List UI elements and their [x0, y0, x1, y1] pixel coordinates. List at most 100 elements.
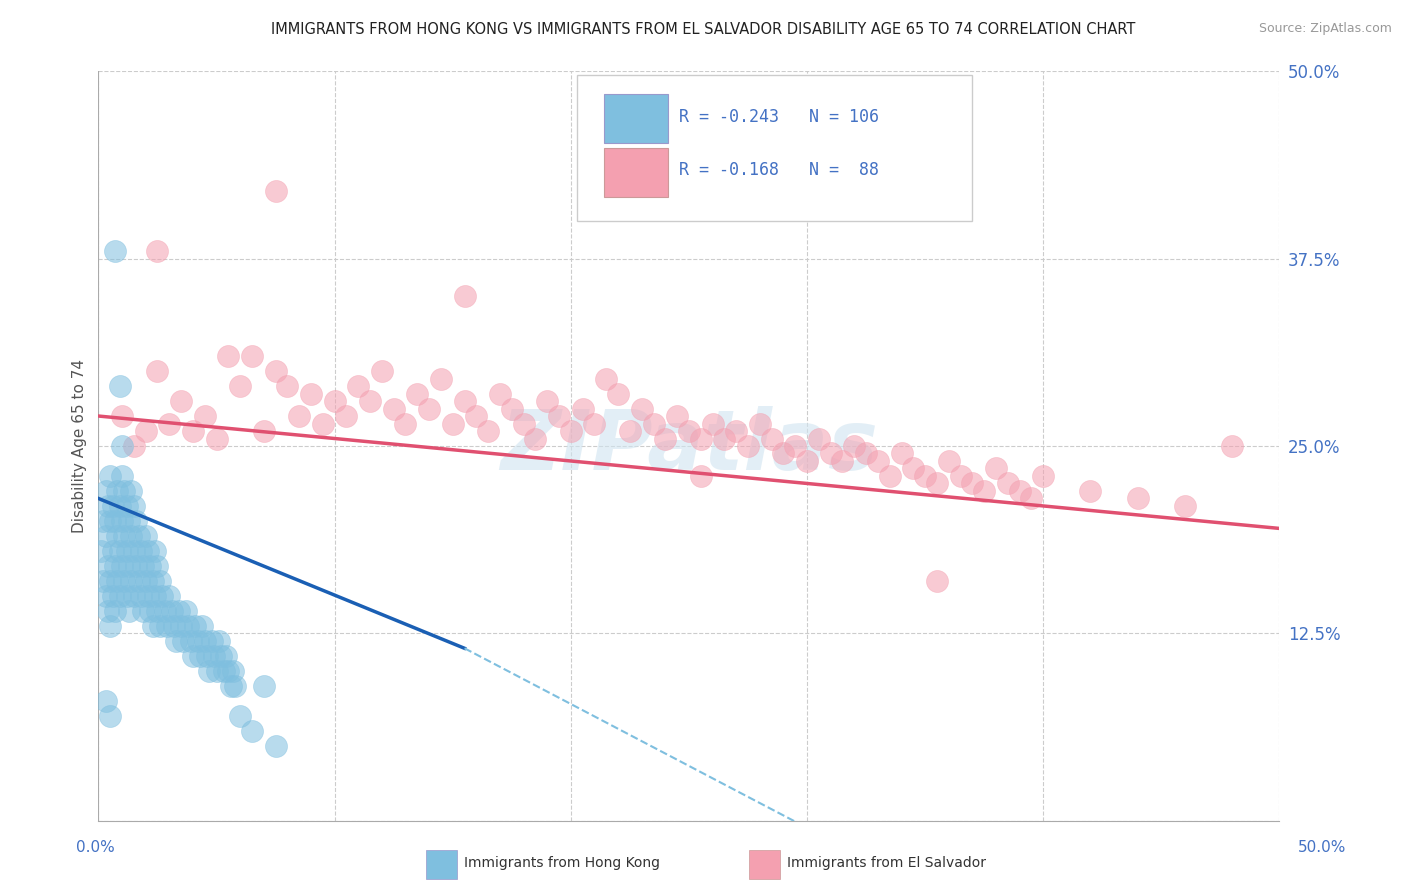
Point	[630, 401, 652, 416]
Point	[125, 558, 148, 573]
Point	[761, 432, 783, 446]
Point	[108, 589, 131, 603]
Point	[128, 574, 150, 588]
Point	[607, 386, 630, 401]
Point	[807, 432, 830, 446]
Point	[997, 476, 1019, 491]
Point	[167, 604, 190, 618]
Point	[903, 461, 925, 475]
Point	[772, 446, 794, 460]
Point	[111, 558, 134, 573]
Point	[115, 544, 138, 558]
Point	[477, 424, 499, 438]
Point	[288, 409, 311, 423]
Point	[104, 558, 127, 573]
Point	[205, 664, 228, 678]
Point	[229, 708, 252, 723]
Point	[132, 604, 155, 618]
Point	[465, 409, 488, 423]
Point	[181, 424, 204, 438]
Point	[512, 417, 534, 431]
Point	[98, 619, 121, 633]
Point	[112, 483, 135, 498]
Text: IMMIGRANTS FROM HONG KONG VS IMMIGRANTS FROM EL SALVADOR DISABILITY AGE 65 TO 74: IMMIGRANTS FROM HONG KONG VS IMMIGRANTS …	[271, 22, 1135, 37]
Point	[94, 483, 117, 498]
Point	[748, 417, 770, 431]
Point	[371, 364, 394, 378]
Point	[94, 529, 117, 543]
Point	[191, 619, 214, 633]
Point	[97, 499, 120, 513]
Point	[666, 409, 689, 423]
Point	[702, 417, 724, 431]
Point	[98, 574, 121, 588]
Point	[172, 633, 194, 648]
Point	[163, 619, 186, 633]
Point	[890, 446, 912, 460]
Point	[136, 589, 159, 603]
Point	[139, 558, 162, 573]
Point	[489, 386, 512, 401]
Point	[121, 483, 143, 498]
Point	[125, 514, 148, 528]
Point	[217, 349, 239, 363]
Point	[501, 401, 523, 416]
Point	[1220, 439, 1243, 453]
Point	[135, 574, 157, 588]
Point	[91, 514, 114, 528]
Point	[98, 469, 121, 483]
Point	[560, 424, 582, 438]
Point	[122, 439, 145, 453]
Point	[157, 589, 180, 603]
Point	[94, 694, 117, 708]
Point	[202, 648, 225, 663]
Point	[209, 648, 232, 663]
Point	[104, 604, 127, 618]
Y-axis label: Disability Age 65 to 74: Disability Age 65 to 74	[72, 359, 87, 533]
Point	[149, 619, 172, 633]
Point	[253, 424, 276, 438]
Point	[217, 664, 239, 678]
Point	[1032, 469, 1054, 483]
Text: Source: ZipAtlas.com: Source: ZipAtlas.com	[1258, 22, 1392, 36]
Point	[335, 409, 357, 423]
Point	[156, 619, 179, 633]
Point	[689, 469, 711, 483]
Point	[619, 424, 641, 438]
Point	[831, 454, 853, 468]
Point	[97, 558, 120, 573]
Point	[90, 544, 112, 558]
Point	[925, 476, 948, 491]
Point	[276, 379, 298, 393]
Point	[453, 289, 475, 303]
Point	[194, 409, 217, 423]
Point	[820, 446, 842, 460]
Point	[170, 394, 193, 409]
Point	[146, 244, 169, 259]
Point	[595, 371, 617, 385]
Point	[111, 514, 134, 528]
Point	[1080, 483, 1102, 498]
Point	[118, 558, 141, 573]
Point	[108, 379, 131, 393]
Point	[153, 604, 176, 618]
Point	[135, 529, 157, 543]
Point	[785, 439, 807, 453]
Point	[129, 589, 152, 603]
Point	[323, 394, 346, 409]
Point	[866, 454, 889, 468]
FancyBboxPatch shape	[605, 148, 668, 197]
Point	[122, 544, 145, 558]
Text: R = -0.243   N = 106: R = -0.243 N = 106	[679, 108, 880, 126]
Point	[195, 648, 218, 663]
Point	[418, 401, 440, 416]
Point	[215, 648, 238, 663]
Point	[121, 574, 143, 588]
Point	[1174, 499, 1197, 513]
Point	[142, 619, 165, 633]
Point	[111, 439, 134, 453]
Point	[101, 544, 124, 558]
Point	[654, 432, 676, 446]
Point	[406, 386, 429, 401]
Point	[205, 432, 228, 446]
